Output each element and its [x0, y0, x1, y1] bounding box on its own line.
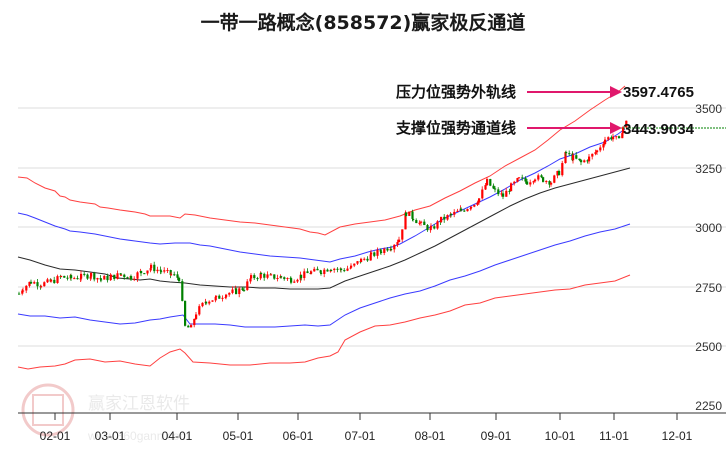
annotation-resistance: 压力位强势外轨线 3597.4765: [396, 83, 694, 101]
y-tick-2500: 2500: [695, 340, 722, 354]
x-tick-10-01: 10-01: [545, 429, 576, 443]
watermark-brand: 赢家江恩软件: [88, 394, 190, 414]
x-tick-05-01: 05-01: [223, 429, 254, 443]
y-tick-3000: 3000: [695, 221, 722, 235]
y-tick-2750: 2750: [695, 281, 722, 295]
arrow-right-icon: [610, 122, 622, 134]
x-tick-11-01: 11-01: [599, 429, 629, 443]
x-tick-06-01: 06-01: [283, 429, 314, 443]
y-tick-3500: 3500: [695, 102, 722, 116]
watermark: 赢家江恩软件 www.360gann.com: [21, 383, 190, 443]
annotation-support-value: 3443.9034: [623, 121, 695, 138]
annotation-resistance-value: 3597.4765: [623, 84, 694, 101]
middle-line: [17, 167, 631, 290]
x-tick-08-01: 08-01: [415, 429, 446, 443]
outer-lower-band: [17, 274, 631, 370]
y-tick-2250: 2250: [695, 399, 722, 413]
gridlines: [18, 107, 726, 347]
chart-title: 一带一路概念(858572)赢家极反通道: [200, 12, 526, 34]
watermark-url: www.360gann.com: [87, 429, 189, 443]
inner-lower-band: [17, 223, 631, 328]
x-tick-04-01: 04-01: [162, 429, 193, 443]
x-tick-03-01: 03-01: [95, 429, 126, 443]
x-tick-09-01: 09-01: [481, 429, 512, 443]
outer-upper-band: [17, 85, 626, 236]
arrow-right-icon: [610, 86, 622, 98]
y-axis-labels: 3500 3250 3000 2750 2500 2250: [695, 102, 722, 413]
watermark-seal-icon: [21, 383, 75, 437]
x-tick-02-01: 02-01: [40, 429, 71, 443]
x-tick-12-01: 12-01: [662, 429, 693, 443]
x-tick-07-01: 07-01: [345, 429, 376, 443]
candlesticks: [18, 120, 628, 328]
y-tick-3250: 3250: [695, 162, 722, 176]
annotation-support: 支撑位强势通道线 3443.9034: [395, 119, 695, 138]
x-axis: 02-01 03-01 04-01 05-01 06-01 07-01 08-0…: [18, 412, 726, 443]
annotation-support-label: 支撑位强势通道线: [395, 119, 516, 137]
annotation-resistance-label: 压力位强势外轨线: [396, 83, 516, 101]
